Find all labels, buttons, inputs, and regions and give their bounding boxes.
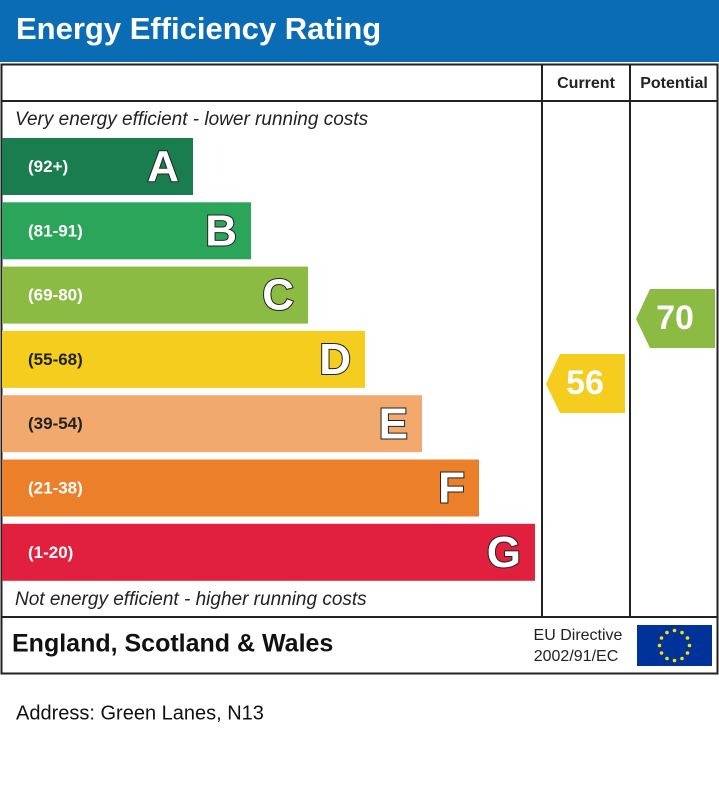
- eu-star: [685, 651, 690, 655]
- band-letter: E: [379, 399, 408, 448]
- potential-arrow: [636, 289, 715, 348]
- band-letter: B: [205, 206, 237, 255]
- current-arrow: [546, 354, 625, 413]
- band-letter: G: [487, 528, 521, 577]
- band-letter: D: [319, 335, 351, 384]
- title: Energy Efficiency Rating: [16, 11, 381, 46]
- band-range: (55-68): [28, 350, 83, 369]
- eu-star: [665, 656, 669, 661]
- eu-star: [680, 656, 684, 661]
- band-bar: [2, 523, 535, 581]
- bottom-note: Not energy efficient - higher running co…: [15, 589, 367, 610]
- potential-value: 70: [656, 299, 694, 337]
- band-bar: [2, 202, 251, 260]
- eu-star: [685, 636, 690, 640]
- directive-line: EU Directive: [534, 627, 623, 644]
- top-note: Very energy efficient - lower running co…: [15, 109, 369, 130]
- band-range: (81-91): [28, 221, 83, 240]
- eu-star: [665, 630, 669, 635]
- frame: [0, 63, 719, 675]
- eu-star: [687, 643, 692, 648]
- bands: (92+) A (81-91) B (69-80) C (55-68) D (39-54) E (2…: [2, 138, 535, 581]
- band-letter: A: [147, 142, 179, 191]
- band-bar: [2, 266, 308, 324]
- eu-star: [659, 636, 664, 640]
- band-bar: [2, 330, 365, 388]
- title-bar: [0, 0, 719, 62]
- eu-star: [659, 651, 664, 655]
- eu-star: [672, 628, 677, 633]
- band-bar: [2, 395, 422, 453]
- current-value: 56: [566, 364, 604, 402]
- band-range: (92+): [28, 157, 68, 176]
- band-range: (69-80): [28, 286, 83, 305]
- current-header: Current: [557, 75, 615, 92]
- band-letter: F: [438, 464, 465, 513]
- band-range: (39-54): [28, 414, 83, 433]
- eu-star: [657, 643, 662, 648]
- potential-header: Potential: [640, 75, 708, 92]
- eu-stars: [657, 628, 692, 663]
- address: Address: Green Lanes, N13: [16, 702, 264, 724]
- directive-line: 2002/91/EC: [534, 648, 619, 665]
- region: England, Scotland & Wales: [12, 630, 333, 658]
- band-range: (1-20): [28, 543, 73, 562]
- band-range: (21-38): [28, 478, 83, 497]
- band-bar: [2, 138, 193, 195]
- band-bar: [2, 459, 479, 517]
- eu-star: [672, 658, 677, 663]
- band-letter: C: [262, 271, 294, 320]
- eu-star: [680, 630, 684, 635]
